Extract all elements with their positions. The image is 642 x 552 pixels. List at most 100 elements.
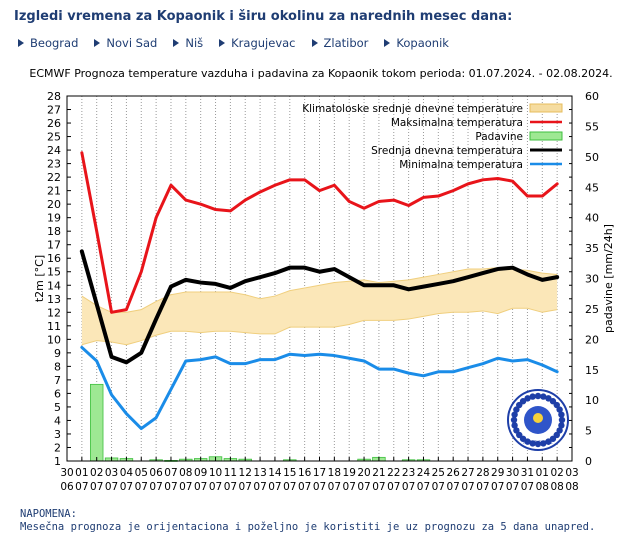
- logo-dot: [511, 422, 518, 429]
- x-tick-label-day: 21: [372, 467, 385, 479]
- y-tick-label: 6: [54, 387, 61, 400]
- arrow-right-icon: [219, 39, 226, 47]
- logo-dot: [511, 411, 518, 418]
- y-tick-label: 10: [47, 333, 61, 346]
- logo-dot: [558, 422, 565, 429]
- x-tick-label-month: 07: [417, 481, 430, 493]
- series-line-minimalna-temperatura: [80, 345, 559, 431]
- y2-tick-label: 10: [585, 394, 599, 407]
- x-tick-label-day: 22: [387, 467, 400, 479]
- y-tick-label: 15: [47, 266, 61, 279]
- x-tick-label-month: 07: [75, 481, 88, 493]
- logo-dot: [540, 393, 547, 400]
- y2-tick-label: 0: [585, 455, 592, 468]
- x-tick-label-day: 17: [313, 467, 326, 479]
- x-tick-label-day: 26: [446, 467, 460, 479]
- logo-dot: [529, 393, 536, 400]
- y-tick-label: 28: [47, 90, 61, 103]
- y-tick-label: 4: [54, 414, 61, 427]
- climatology-high-edge: [81, 267, 558, 313]
- x-tick-label-day: 01: [75, 467, 88, 479]
- y2-tick-label: 5: [585, 425, 592, 438]
- x-tick-label-day: 03: [105, 467, 118, 479]
- y-tick-label: 7: [54, 374, 61, 387]
- nav-link-kopaonik[interactable]: Kopaonik: [384, 36, 449, 50]
- page-title: Izgledi vremena za Kopaonik i širu okoli…: [14, 9, 513, 24]
- x-tick-label-day: 02: [90, 467, 103, 479]
- y-tick-label: 16: [47, 252, 61, 265]
- x-tick-label-day: 28: [476, 467, 489, 479]
- x-tick-label-day: 18: [328, 467, 341, 479]
- logo-dot: [545, 438, 552, 445]
- logo-sun-icon: [533, 413, 543, 423]
- x-tick-label-day: 12: [239, 467, 252, 479]
- x-tick-label-day: 02: [550, 467, 563, 479]
- x-tick-label-month: 07: [402, 481, 415, 493]
- y-tick-label: 11: [47, 320, 61, 333]
- logo-dot: [556, 406, 563, 413]
- y-tick-label: 1: [54, 455, 61, 468]
- x-tick-label-month: 08: [565, 481, 578, 493]
- x-tick-label-day: 04: [120, 467, 134, 479]
- nav-link-label: Kopaonik: [396, 36, 449, 50]
- x-tick-label-day: 01: [536, 467, 549, 479]
- nav-link-kragujevac[interactable]: Kragujevac: [219, 36, 296, 50]
- x-tick-label-month: 07: [90, 481, 103, 493]
- x-tick-label-day: 27: [461, 467, 474, 479]
- series-line-srednja-dnevna-temperatura: [79, 249, 560, 365]
- x-tick-label-month: 07: [120, 481, 133, 493]
- y-tick-label: 22: [47, 171, 61, 184]
- legend-label: Klimatoloske srednje dnevne temperature: [302, 103, 523, 115]
- nav-link-label: Novi Sad: [106, 36, 158, 50]
- x-tick-label-month: 07: [209, 481, 222, 493]
- logo-dot: [545, 395, 552, 402]
- y-tick-label: 21: [47, 185, 61, 198]
- y2-axis-label: padavine [mm/24h]: [602, 224, 615, 333]
- x-tick-label-day: 13: [253, 467, 266, 479]
- y-tick-label: 27: [47, 104, 61, 117]
- x-tick-label-day: 06: [149, 467, 163, 479]
- logo-dot: [529, 440, 536, 447]
- y2-tick-label: 55: [585, 120, 599, 133]
- x-tick-label-month: 06: [60, 481, 74, 493]
- arrow-right-icon: [18, 39, 24, 47]
- arrow-right-icon: [173, 39, 180, 47]
- nav-link-zlatibor[interactable]: Zlatibor: [311, 36, 368, 50]
- x-tick-label-month: 07: [149, 481, 162, 493]
- logo-text: RHMZ SRBIJE: [523, 440, 553, 446]
- y2-tick-label: 60: [585, 90, 599, 103]
- x-tick-label-month: 07: [446, 481, 459, 493]
- x-tick-label-day: 08: [179, 467, 192, 479]
- x-tick-label-month: 07: [268, 481, 281, 493]
- city-nav: Beograd Novi Sad Niš Kragujevac Zlatibor…: [18, 36, 449, 50]
- note-text: Mesečna prognoza je orijentaciona i pože…: [20, 521, 596, 533]
- logo-dot: [540, 440, 547, 447]
- y2-tick-label: 50: [585, 151, 599, 164]
- x-tick-label-month: 07: [313, 481, 326, 493]
- y-tick-label: 14: [47, 279, 61, 292]
- nav-link-beograd[interactable]: Beograd: [18, 36, 78, 50]
- logo-dot: [534, 440, 542, 448]
- y-axis-label: t2m [°C]: [33, 255, 46, 302]
- arrow-right-icon: [311, 39, 318, 47]
- x-tick-label-month: 07: [135, 481, 148, 493]
- chart-title: ECMWF Prognoza temperature vazduha i pad…: [29, 67, 613, 80]
- logo-dot: [558, 411, 565, 418]
- logo-dot: [556, 427, 563, 434]
- nav-link-novi-sad[interactable]: Novi Sad: [94, 36, 157, 50]
- y2-tick-label: 30: [585, 273, 599, 286]
- legend-swatch: [529, 103, 563, 113]
- x-tick-label-day: 30: [506, 467, 519, 479]
- nav-link-nis[interactable]: Niš: [173, 36, 203, 50]
- logo-dot: [553, 401, 560, 409]
- x-tick-label-month: 07: [343, 481, 356, 493]
- x-tick-label-month: 07: [328, 481, 341, 493]
- logo-dot: [513, 406, 520, 413]
- x-tick-label-day: 14: [268, 467, 282, 479]
- y-tick-label: 20: [47, 198, 61, 211]
- x-tick-label-day: 25: [432, 467, 445, 479]
- x-tick-label-day: 23: [402, 467, 415, 479]
- x-tick-label-month: 07: [105, 481, 118, 493]
- logo-dot: [524, 438, 531, 445]
- y-tick-label: 3: [54, 428, 61, 441]
